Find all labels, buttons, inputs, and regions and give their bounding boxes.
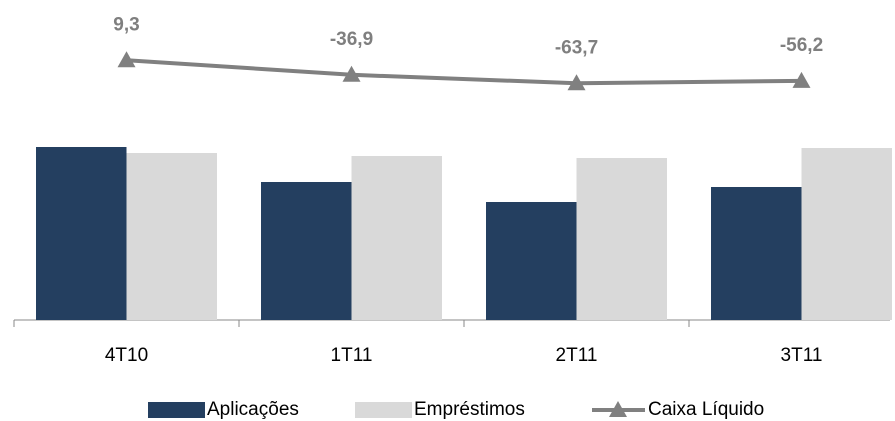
line-marker — [567, 74, 586, 91]
bar — [801, 148, 892, 320]
bar — [36, 147, 127, 320]
legend-label: Caixa Líquido — [648, 399, 764, 420]
data-label: -56,2 — [780, 35, 823, 56]
x-tick-label: 3T11 — [781, 345, 823, 366]
legend-label: Aplicações — [207, 399, 299, 420]
bar — [711, 187, 802, 320]
bar — [126, 153, 217, 320]
x-tick-label: 2T11 — [556, 345, 598, 366]
legend-swatch — [355, 402, 412, 418]
line-marker — [342, 65, 361, 82]
legend-swatch — [148, 402, 205, 418]
legend-label: Empréstimos — [414, 399, 525, 420]
bar — [261, 182, 352, 320]
data-label: 9,3 — [113, 14, 139, 35]
data-label: -36,9 — [330, 29, 373, 50]
bar — [486, 202, 577, 320]
bar — [576, 158, 667, 320]
line — [126, 58, 802, 86]
line-marker — [792, 71, 811, 88]
legend-marker — [609, 401, 627, 417]
bar — [351, 156, 442, 320]
x-tick-label: 4T10 — [105, 345, 148, 366]
line-marker — [117, 51, 136, 68]
data-label: -63,7 — [555, 37, 598, 58]
x-tick-label: 1T11 — [331, 345, 373, 366]
